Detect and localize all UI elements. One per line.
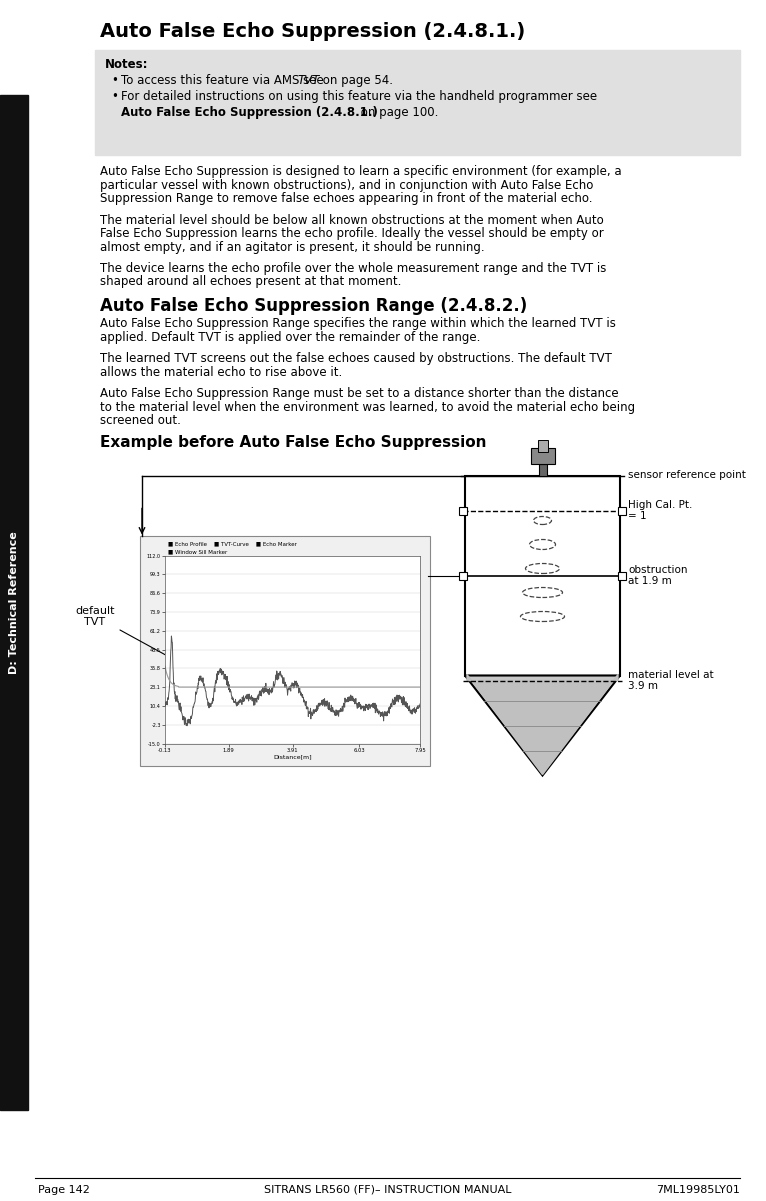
Text: Suppression Range to remove false echoes appearing in front of the material echo: Suppression Range to remove false echoes… bbox=[100, 192, 592, 205]
Bar bbox=[618, 572, 626, 580]
Text: obstruction
at 1.9 m: obstruction at 1.9 m bbox=[628, 564, 688, 586]
Text: particular vessel with known obstructions), and in conjunction with Auto False E: particular vessel with known obstruction… bbox=[100, 179, 594, 191]
Text: For detailed instructions on using this feature via the handheld programmer see: For detailed instructions on using this … bbox=[121, 90, 597, 103]
Polygon shape bbox=[465, 675, 620, 776]
Text: Notes:: Notes: bbox=[105, 58, 149, 71]
Polygon shape bbox=[467, 675, 618, 775]
Text: on page 54.: on page 54. bbox=[319, 74, 393, 86]
Text: The device learns the echo profile over the whole measurement range and the TVT : The device learns the echo profile over … bbox=[100, 262, 607, 275]
Text: Auto False Echo Suppression Range specifies the range within which the learned T: Auto False Echo Suppression Range specif… bbox=[100, 317, 616, 330]
Bar bbox=[538, 440, 548, 452]
Text: TVT: TVT bbox=[297, 74, 319, 86]
Text: High Cal. Pt.
= 1: High Cal. Pt. = 1 bbox=[628, 500, 692, 521]
Text: Example before Auto False Echo Suppression: Example before Auto False Echo Suppressi… bbox=[100, 436, 486, 450]
Text: almost empty, and if an agitator is present, it should be running.: almost empty, and if an agitator is pres… bbox=[100, 240, 485, 253]
Text: The material level should be below all known obstructions at the moment when Aut: The material level should be below all k… bbox=[100, 214, 604, 227]
Bar bbox=[459, 572, 467, 580]
Text: material level at
3.9 m: material level at 3.9 m bbox=[628, 670, 714, 692]
Text: ■ Echo Profile    ■ TVT-Curve    ■ Echo Marker: ■ Echo Profile ■ TVT-Curve ■ Echo Marker bbox=[168, 542, 297, 546]
Text: on page 100.: on page 100. bbox=[357, 106, 438, 119]
Text: Auto False Echo Suppression (2.4.8.1.): Auto False Echo Suppression (2.4.8.1.) bbox=[121, 106, 378, 119]
Text: applied. Default TVT is applied over the remainder of the range.: applied. Default TVT is applied over the… bbox=[100, 330, 480, 343]
Text: False Echo Suppression learns the echo profile. Ideally the vessel should be emp: False Echo Suppression learns the echo p… bbox=[100, 227, 604, 240]
Bar bbox=[0, 95, 28, 1110]
Text: default
TVT: default TVT bbox=[75, 605, 175, 661]
Text: false
echo: false echo bbox=[200, 566, 227, 664]
Text: Auto False Echo Suppression is designed to learn a specific environment (for exa: Auto False Echo Suppression is designed … bbox=[100, 165, 622, 178]
Text: •: • bbox=[111, 74, 118, 86]
Bar bbox=[465, 476, 620, 675]
Text: D: Technical Reference: D: Technical Reference bbox=[9, 531, 19, 674]
Bar bbox=[95, 50, 740, 155]
Text: allows the material echo to rise above it.: allows the material echo to rise above i… bbox=[100, 365, 342, 378]
Text: sensor reference point: sensor reference point bbox=[628, 471, 746, 480]
Bar bbox=[618, 507, 626, 514]
Text: Auto False Echo Suppression Range must be set to a distance shorter than the dis: Auto False Echo Suppression Range must b… bbox=[100, 387, 619, 400]
Text: screened out.: screened out. bbox=[100, 414, 181, 428]
Text: SITRANS LR560 (FF)– INSTRUCTION MANUAL: SITRANS LR560 (FF)– INSTRUCTION MANUAL bbox=[264, 1185, 511, 1195]
Text: Auto False Echo Suppression (2.4.8.1.): Auto False Echo Suppression (2.4.8.1.) bbox=[100, 22, 525, 41]
Text: ■ Window Sill Marker: ■ Window Sill Marker bbox=[168, 550, 228, 555]
X-axis label: Distance[m]: Distance[m] bbox=[273, 754, 312, 759]
Bar bbox=[538, 464, 546, 476]
Text: shaped around all echoes present at that moment.: shaped around all echoes present at that… bbox=[100, 275, 401, 288]
Text: material
echo: material echo bbox=[266, 591, 313, 661]
Text: The learned TVT screens out the false echoes caused by obstructions. The default: The learned TVT screens out the false ec… bbox=[100, 352, 612, 365]
Text: •: • bbox=[111, 90, 118, 103]
Bar bbox=[140, 536, 430, 765]
Text: To access this feature via AMS see: To access this feature via AMS see bbox=[121, 74, 328, 86]
Text: Auto False Echo Suppression Range (2.4.8.2.): Auto False Echo Suppression Range (2.4.8… bbox=[100, 297, 527, 315]
Text: Page 142: Page 142 bbox=[38, 1185, 90, 1195]
Bar bbox=[459, 507, 467, 514]
Text: 7ML19985LY01: 7ML19985LY01 bbox=[656, 1185, 740, 1195]
Bar bbox=[531, 448, 555, 464]
Text: to the material level when the environment was learned, to avoid the material ec: to the material level when the environme… bbox=[100, 400, 635, 413]
